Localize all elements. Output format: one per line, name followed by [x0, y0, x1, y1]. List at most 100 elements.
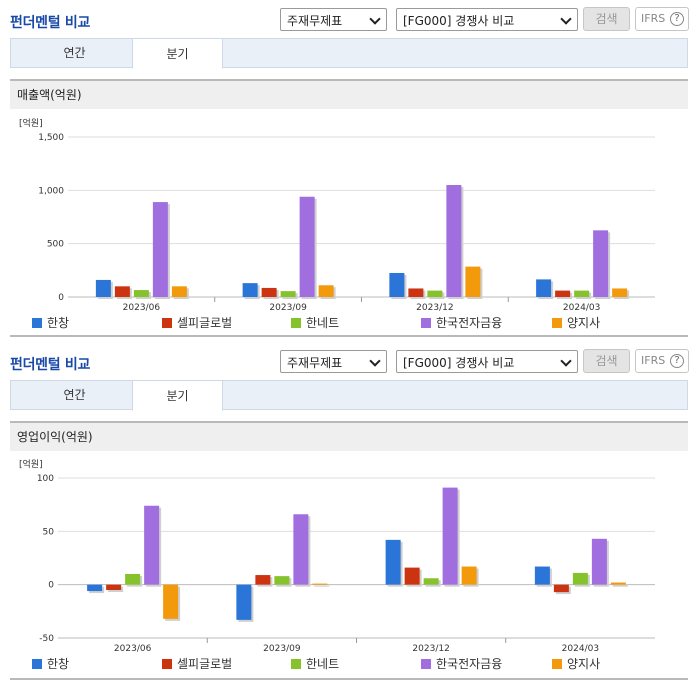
- legend-label: 양지사: [567, 316, 601, 330]
- bar-셀피글로벌-2023-09: [255, 575, 271, 585]
- tab-annual[interactable]: 연간: [63, 388, 86, 402]
- bar-한국전자금융-2023-09: [293, 514, 309, 585]
- chevron-down-icon: [366, 9, 386, 30]
- bar-한창-2024-03: [534, 566, 550, 585]
- bar-양지사-2023-09: [318, 285, 334, 297]
- legend-swatch: [291, 318, 301, 328]
- chevron-down-icon: [557, 9, 577, 30]
- bar-한국전자금융-2023-12: [442, 487, 458, 585]
- legend-item-양지사[interactable]: 양지사: [552, 314, 600, 331]
- statement-select[interactable]: 주재무제표: [280, 8, 387, 31]
- ifrs-label: IFRS: [641, 12, 666, 25]
- bar-셀피글로벌-2024-03: [553, 584, 569, 593]
- legend-swatch: [552, 318, 562, 328]
- help-icon: ?: [670, 354, 684, 368]
- bar-한국전자금융-2023-06: [152, 202, 168, 297]
- bar-한국전자금융-2024-03: [591, 538, 607, 585]
- x-tick-label: 2024/03: [562, 644, 599, 654]
- bar-한창-2023-06: [95, 279, 111, 297]
- tab-quarterly[interactable]: 분기: [132, 38, 223, 69]
- bar-shadow: [612, 584, 628, 587]
- bar-한창-2023-09: [242, 283, 258, 297]
- x-tick-label: 2023/09: [269, 303, 307, 312]
- chart-legend: 한창 셀피글로벌 한네트 한국전자금융 양지사: [10, 312, 688, 332]
- legend-label: 한국전자금융: [436, 316, 503, 330]
- legend-item-한네트[interactable]: 한네트: [291, 314, 339, 331]
- legend-item-양지사[interactable]: 양지사: [552, 655, 600, 672]
- tab-quarterly[interactable]: 분기: [132, 380, 223, 411]
- bar-한창-2023-06: [87, 584, 103, 592]
- legend-label: 셀피글로벌: [177, 657, 233, 671]
- bar-셀피글로벌-2024-03: [555, 290, 571, 297]
- x-tick-label: 2023/06: [114, 644, 152, 654]
- bar-셀피글로벌-2023-12: [404, 567, 420, 585]
- legend-swatch: [552, 659, 562, 669]
- chevron-down-icon: [557, 351, 577, 372]
- y-tick-label: 0: [48, 581, 54, 591]
- legend-item-한네트[interactable]: 한네트: [291, 655, 339, 672]
- operating-profit-bar-chart: [억원] -50 0 50 100 2023/06 2023/09 2023/12 2024/0…: [19, 458, 655, 654]
- statement-select-value: 주재무제표: [287, 14, 343, 28]
- y-tick-label: 100: [37, 474, 54, 484]
- bar-한네트-2023-12: [427, 290, 443, 297]
- chevron-down-icon: [366, 351, 386, 372]
- legend-label: 셀피글로벌: [177, 316, 233, 330]
- search-button[interactable]: 검색: [583, 7, 630, 31]
- bar-한창-2023-12: [389, 273, 405, 297]
- bar-셀피글로벌-2023-09: [261, 287, 277, 297]
- bar-한국전자금융-2023-12: [446, 185, 462, 297]
- y-tick-label: -50: [39, 634, 54, 644]
- y-tick-label: 500: [47, 240, 64, 250]
- bar-양지사-2024-03: [612, 288, 628, 297]
- legend-swatch: [32, 318, 42, 328]
- legend-swatch: [421, 659, 431, 669]
- y-tick-label: 1,000: [38, 186, 64, 196]
- section-header: 펀더멘털 비교 주재무제표 [FG000] 경쟁사 비교 검색 IFRS ?: [0, 342, 696, 376]
- bar-양지사-2023-09: [312, 583, 328, 585]
- period-tabs: 연간 분기: [10, 380, 688, 411]
- legend-item-셀피글로벌[interactable]: 셀피글로벌: [162, 314, 232, 331]
- ifrs-button[interactable]: IFRS ?: [635, 7, 689, 31]
- legend-item-한국전자금융[interactable]: 한국전자금융: [421, 655, 502, 672]
- bar-한네트-2023-09: [274, 576, 290, 585]
- revenue-bar-chart: [억원] 0 500 1,000 1,500 2023/06 2023/09 2023/12 2…: [19, 117, 655, 312]
- legend-item-한창[interactable]: 한창: [32, 655, 69, 672]
- fundamental-section-revenue: 펀더멘털 비교 주재무제표 [FG000] 경쟁사 비교 검색 IFRS ? 연…: [0, 0, 696, 340]
- legend-label: 한네트: [306, 316, 340, 330]
- y-tick-label: 1,500: [38, 133, 64, 143]
- section-title: 펀더멘털 비교: [10, 15, 91, 31]
- bar-한네트-2023-09: [280, 291, 296, 297]
- metric-label: 영업이익(억원): [10, 421, 688, 451]
- bar-shadow: [314, 585, 330, 587]
- legend-item-한창[interactable]: 한창: [32, 314, 69, 331]
- metric-label: 매출액(억원): [10, 79, 688, 109]
- statement-select[interactable]: 주재무제표: [280, 350, 387, 373]
- compare-select-value: [FG000] 경쟁사 비교: [403, 14, 515, 28]
- legend-swatch: [421, 318, 431, 328]
- bar-양지사-2023-06: [163, 584, 179, 619]
- help-icon: ?: [670, 12, 684, 26]
- x-tick-label: 2023/09: [263, 644, 301, 654]
- divider: [10, 678, 688, 680]
- bar-한창-2023-12: [385, 539, 401, 585]
- legend-label: 한창: [47, 316, 70, 330]
- compare-select-value: [FG000] 경쟁사 비교: [403, 356, 515, 370]
- ifrs-button[interactable]: IFRS ?: [635, 349, 689, 373]
- fundamental-section-operating-profit: 펀더멘털 비교 주재무제표 [FG000] 경쟁사 비교 검색 IFRS ? 연…: [0, 342, 696, 684]
- bar-셀피글로벌-2023-12: [408, 288, 424, 297]
- x-tick-label: 2023/12: [416, 303, 453, 312]
- tab-annual[interactable]: 연간: [63, 46, 86, 60]
- bar-양지사-2023-12: [465, 266, 481, 297]
- bar-한네트-2023-06: [125, 574, 141, 585]
- search-button[interactable]: 검색: [583, 349, 630, 373]
- compare-select[interactable]: [FG000] 경쟁사 비교: [396, 350, 578, 373]
- period-tabs: 연간 분기: [10, 38, 688, 69]
- legend-item-셀피글로벌[interactable]: 셀피글로벌: [162, 655, 232, 672]
- bar-한네트-2023-06: [133, 290, 149, 297]
- compare-select[interactable]: [FG000] 경쟁사 비교: [396, 8, 578, 31]
- bar-한네트-2024-03: [572, 572, 588, 585]
- y-unit-label: [억원]: [19, 117, 43, 129]
- section-title: 펀더멘털 비교: [10, 357, 91, 373]
- legend-swatch: [162, 659, 172, 669]
- legend-item-한국전자금융[interactable]: 한국전자금융: [421, 314, 502, 331]
